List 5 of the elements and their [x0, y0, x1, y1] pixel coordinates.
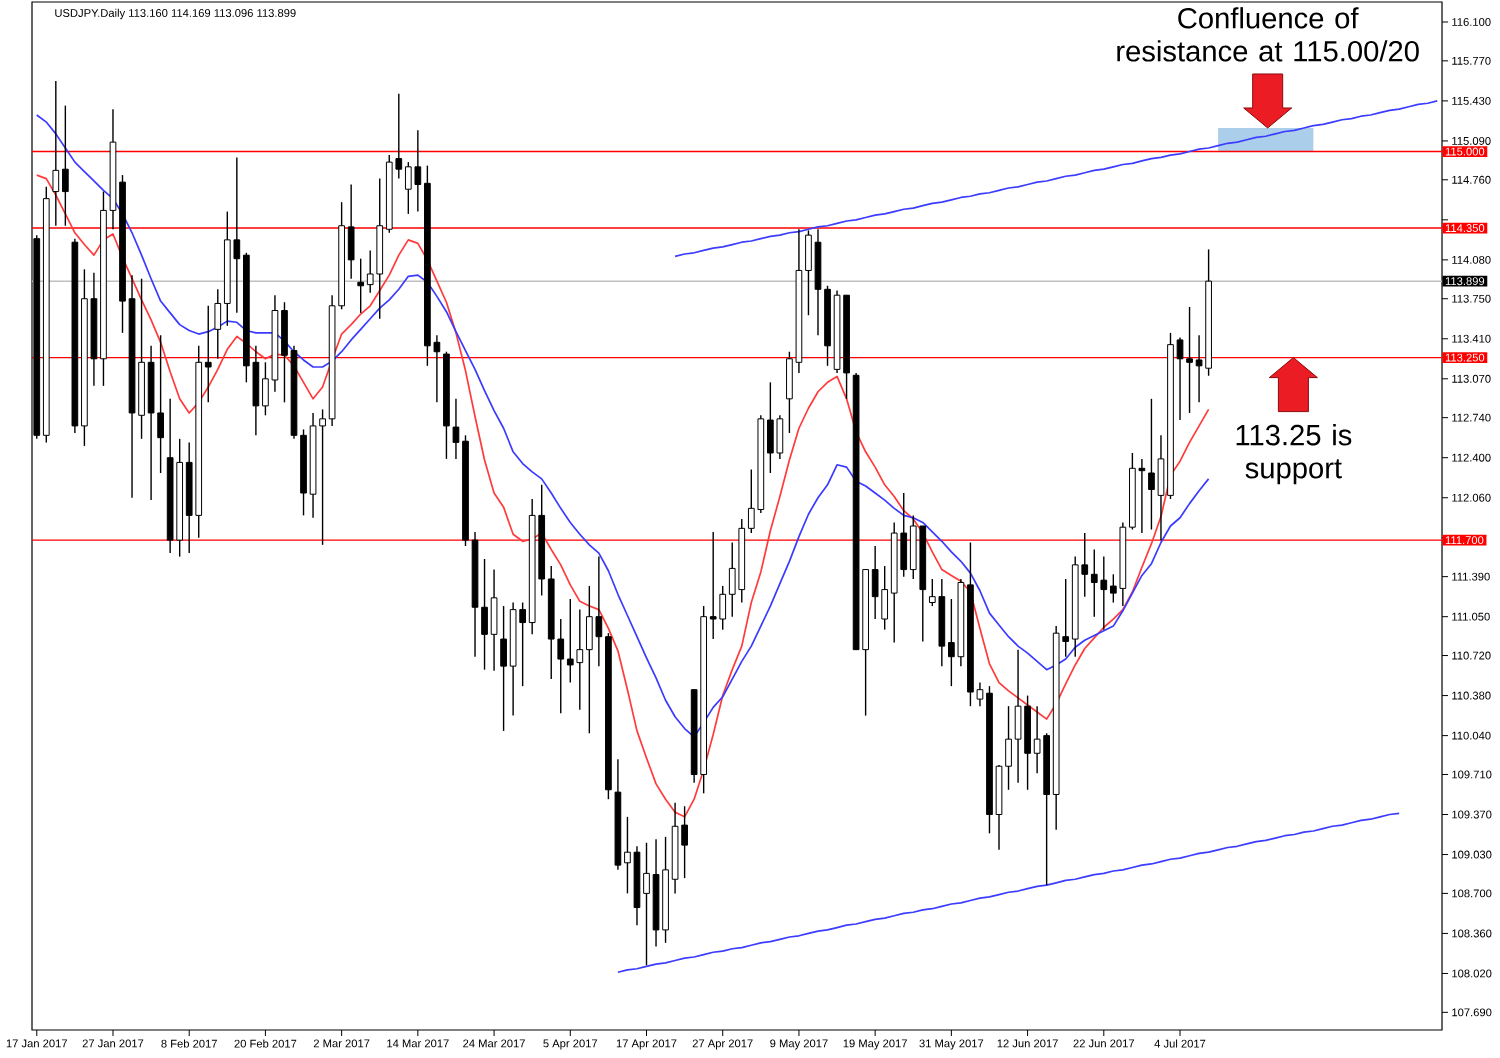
line-series [674, 100, 1439, 258]
line-series [35, 174, 1210, 818]
annotation: Confluence of resistance at 115.00/20 [1117, 7, 1419, 62]
annotation: 113.25 is support [1236, 424, 1352, 485]
line-series [617, 812, 1400, 974]
